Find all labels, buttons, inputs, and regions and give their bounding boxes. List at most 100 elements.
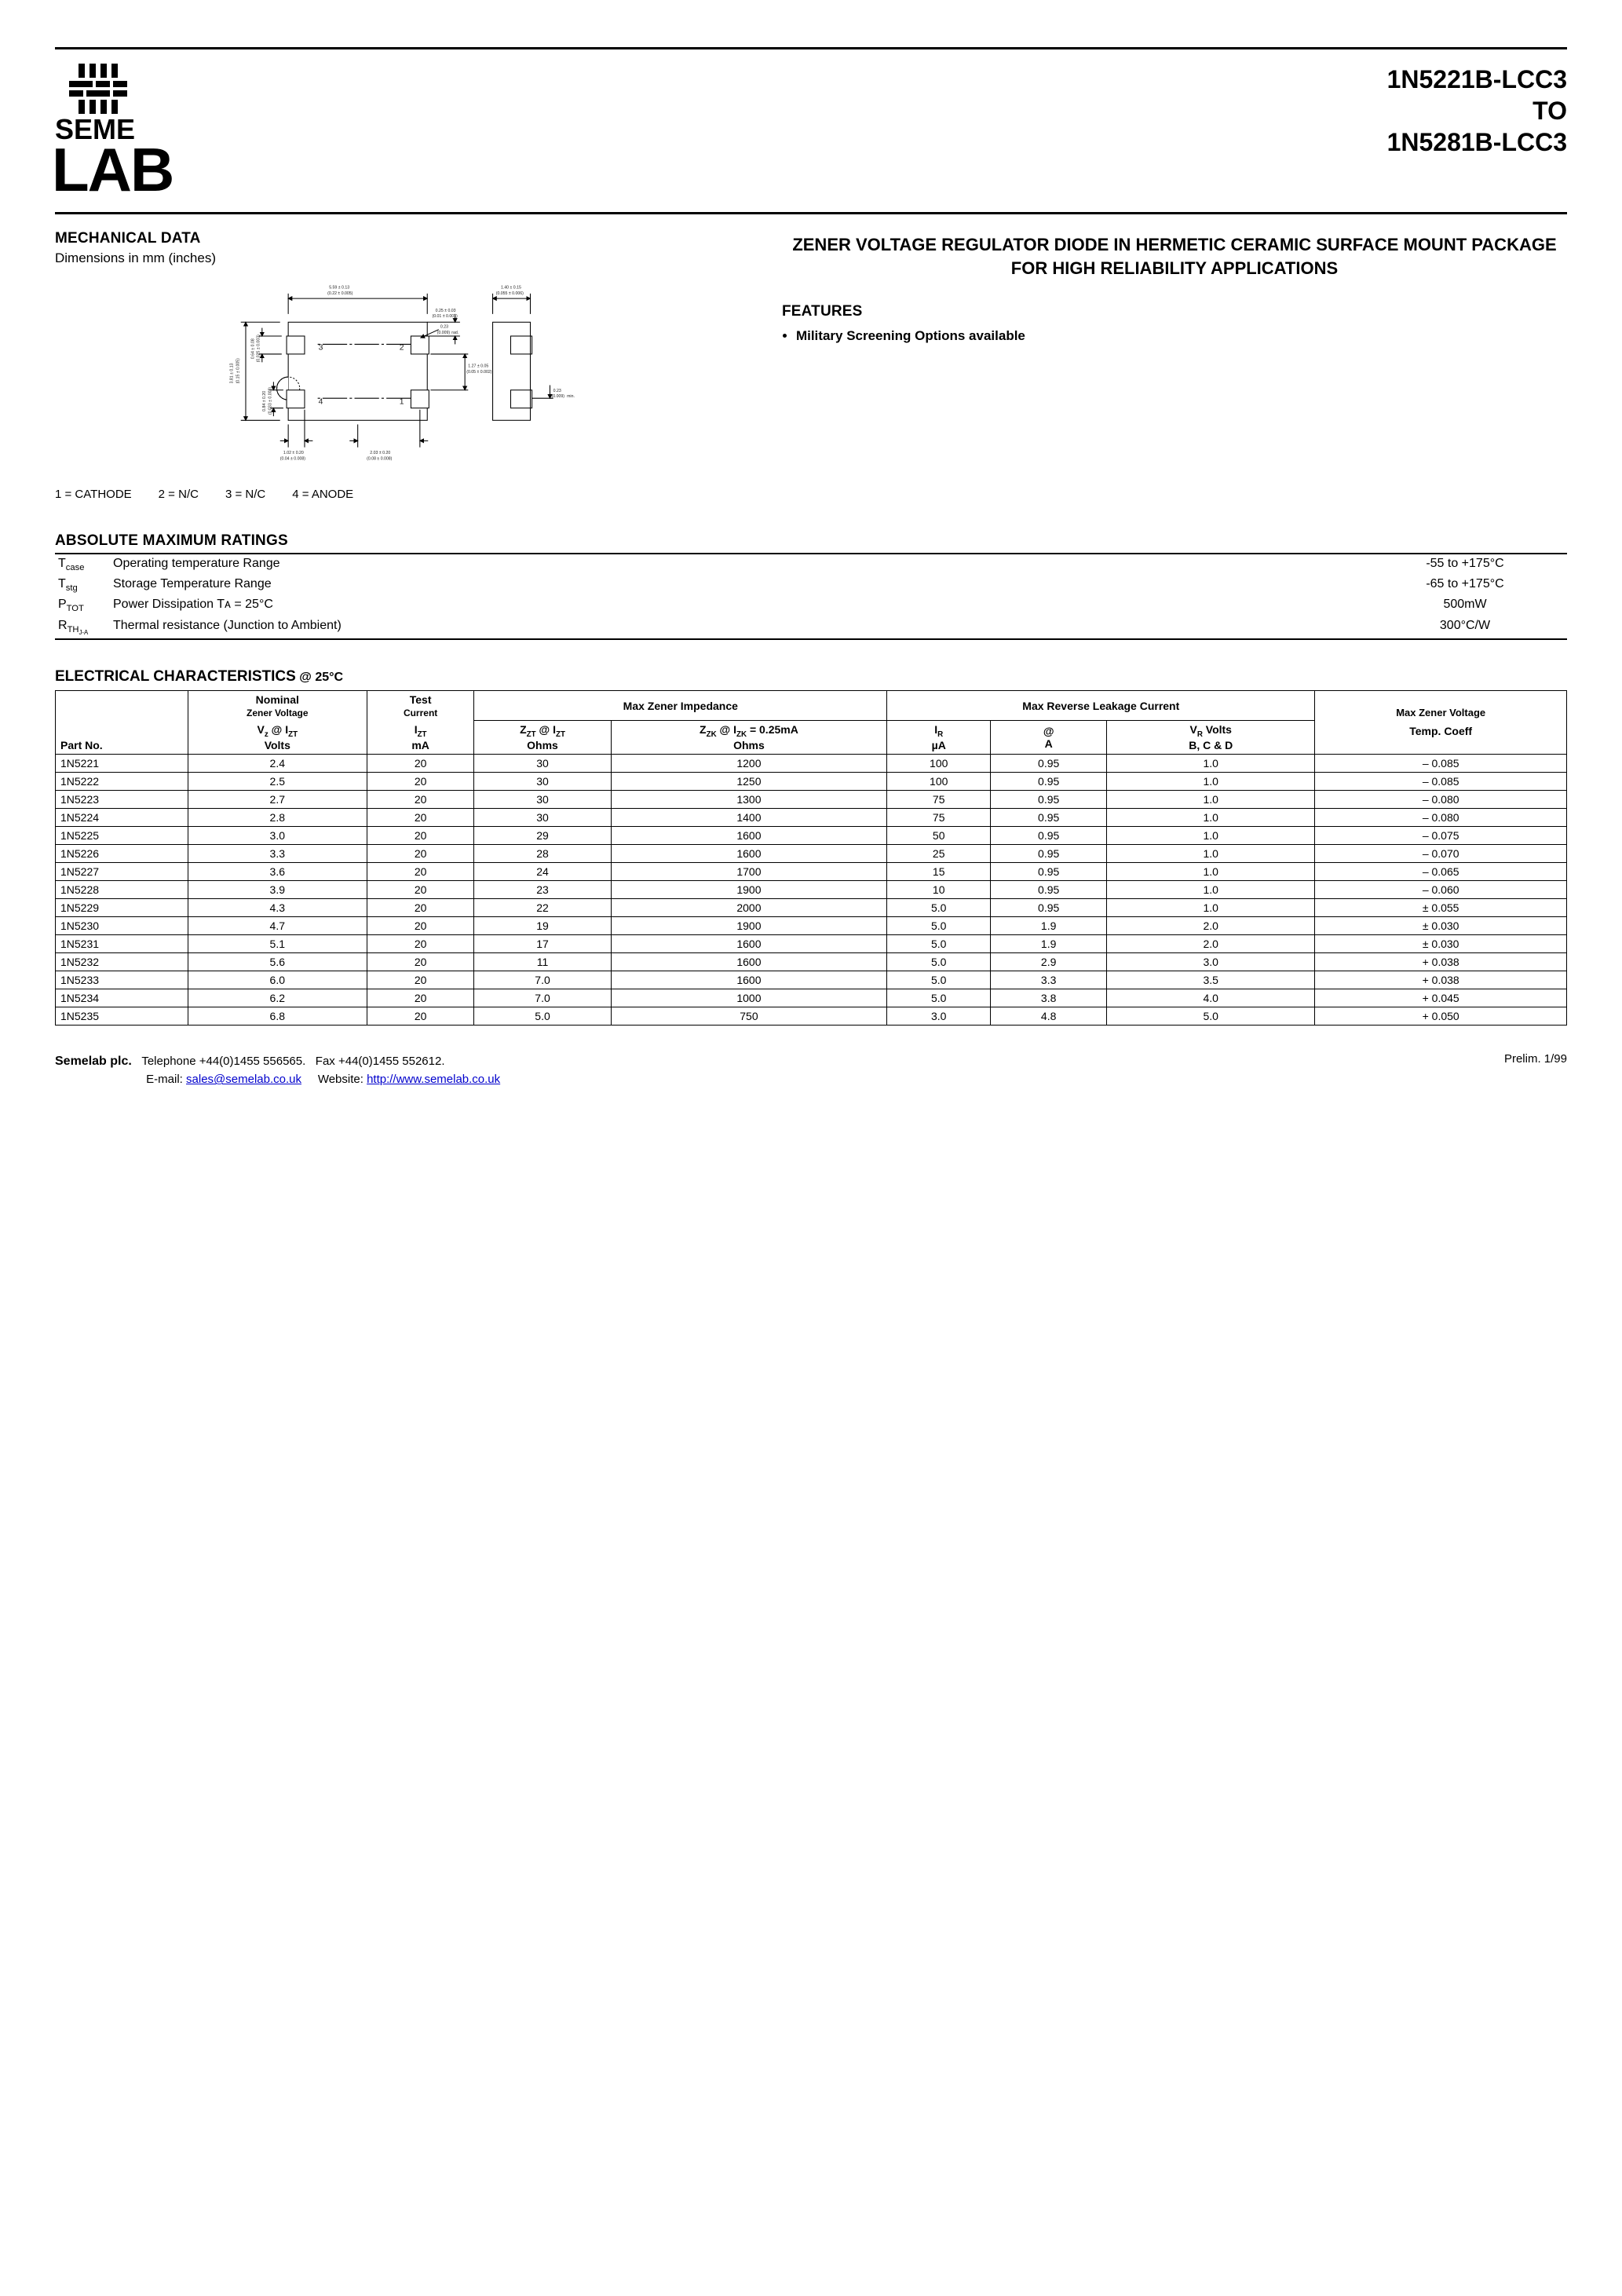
svg-text:(0.04 ± 0.008): (0.04 ± 0.008) (280, 456, 306, 461)
ec-row: 1N52222.5203012501000.951.0– 0.085 (56, 773, 1567, 791)
ec-vr: 1.0 (1107, 881, 1315, 899)
ec-tc: – 0.060 (1315, 881, 1567, 899)
ec-zzk: 2000 (611, 899, 887, 917)
ec-izt: 20 (367, 863, 474, 881)
part-title: 1N5221B-LCC3 TO 1N5281B-LCC3 (212, 64, 1567, 158)
mechanical-diagram: 3 4 2 1 (55, 277, 751, 473)
ec-tc: ± 0.055 (1315, 899, 1567, 917)
ec-ir: 3.0 (887, 1007, 991, 1026)
amr-title: ABSOLUTE MAXIMUM RATINGS (55, 532, 1567, 550)
ec-at: 3.8 (991, 989, 1107, 1007)
part-mid: TO (212, 95, 1567, 126)
footer-email-link[interactable]: sales@semelab.co.uk (186, 1073, 301, 1086)
h-vr: VR VoltsB, C & D (1107, 721, 1315, 755)
amr-row: TstgStorage Temperature Range-65 to +175… (55, 575, 1567, 595)
ec-tc: – 0.085 (1315, 755, 1567, 773)
ec-zzt: 7.0 (474, 989, 611, 1007)
pin-1: 1 = CATHODE (55, 488, 132, 501)
h-izt: IZTmA (367, 721, 474, 755)
amr-value: 500mW (1363, 595, 1567, 616)
ec-row: 1N52325.6201116005.02.93.0+ 0.038 (56, 953, 1567, 971)
ec-ir: 5.0 (887, 953, 991, 971)
svg-text:(0.009)min.: (0.009)min. (552, 394, 575, 399)
ec-ir: 75 (887, 791, 991, 809)
footer: Semelab plc. Telephone +44(0)1455 556565… (55, 1052, 1567, 1089)
company-logo: SEME LAB (55, 64, 212, 201)
ec-izt: 20 (367, 989, 474, 1007)
ec-ir: 5.0 (887, 935, 991, 953)
amr-row: TcaseOperating temperature Range-55 to +… (55, 554, 1567, 575)
ec-vz: 3.0 (188, 827, 367, 845)
svg-text:(0.025 ± 0.003): (0.025 ± 0.003) (257, 335, 261, 362)
ec-partno: 1N5232 (56, 953, 188, 971)
ec-tc: + 0.038 (1315, 953, 1567, 971)
ec-row: 1N52336.0207.016005.03.33.5+ 0.038 (56, 971, 1567, 989)
ec-zzt: 29 (474, 827, 611, 845)
ec-zzt: 5.0 (474, 1007, 611, 1026)
ec-zzk: 1250 (611, 773, 887, 791)
ec-zzt: 17 (474, 935, 611, 953)
ec-izt: 20 (367, 899, 474, 917)
h-zzt: ZZT @ IZTOhms (474, 721, 611, 755)
ec-at: 0.95 (991, 809, 1107, 827)
ec-vr: 1.0 (1107, 755, 1315, 773)
ec-tc: ± 0.030 (1315, 935, 1567, 953)
ec-izt: 20 (367, 917, 474, 935)
h-partno: Part No. (56, 690, 188, 754)
ec-tc: + 0.038 (1315, 971, 1567, 989)
ec-vr: 2.0 (1107, 917, 1315, 935)
features-list: Military Screening Options available (782, 328, 1567, 344)
ec-vz: 6.2 (188, 989, 367, 1007)
ec-zzt: 7.0 (474, 971, 611, 989)
ec-at: 0.95 (991, 881, 1107, 899)
svg-text:0.25 ± 0.03: 0.25 ± 0.03 (436, 309, 456, 313)
ec-ir: 100 (887, 773, 991, 791)
svg-text:2: 2 (400, 344, 404, 353)
ec-tc: – 0.065 (1315, 863, 1567, 881)
description-col: ZENER VOLTAGE REGULATOR DIODE IN HERMETI… (782, 230, 1567, 501)
ec-zzk: 1600 (611, 827, 887, 845)
ec-partno: 1N5234 (56, 989, 188, 1007)
ec-izt: 20 (367, 971, 474, 989)
ec-vz: 4.3 (188, 899, 367, 917)
footer-fax: Fax +44(0)1455 552612. (316, 1055, 445, 1068)
svg-text:0.23: 0.23 (553, 389, 561, 393)
footer-company: Semelab plc. (55, 1055, 132, 1068)
part-from: 1N5221B-LCC3 (212, 64, 1567, 95)
footer-web-link[interactable]: http://www.semelab.co.uk (367, 1073, 500, 1086)
svg-text:(0.033 ± 0.008): (0.033 ± 0.008) (268, 387, 272, 415)
logo-text-lab: LAB (55, 135, 173, 197)
ec-tc: + 0.050 (1315, 1007, 1567, 1026)
ec-vr: 1.0 (1107, 773, 1315, 791)
amr-desc: Power Dissipation Tᴀ = 25°C (110, 595, 1363, 616)
footer-left: Semelab plc. Telephone +44(0)1455 556565… (55, 1052, 500, 1089)
ec-row: 1N52346.2207.010005.03.84.0+ 0.045 (56, 989, 1567, 1007)
svg-text:0.23: 0.23 (440, 325, 448, 330)
svg-text:3.81 ± 0.13: 3.81 ± 0.13 (229, 363, 234, 383)
ec-vr: 1.0 (1107, 845, 1315, 863)
amr-value: -65 to +175°C (1363, 575, 1567, 595)
ec-zzt: 30 (474, 773, 611, 791)
amr-symbol: RTHJ-A (55, 616, 110, 639)
ec-vr: 3.5 (1107, 971, 1315, 989)
pin-2: 2 = N/C (159, 488, 199, 501)
ec-row: 1N52253.020291600500.951.0– 0.075 (56, 827, 1567, 845)
amr-row: RTHJ-AThermal resistance (Junction to Am… (55, 616, 1567, 639)
ec-at: 1.9 (991, 935, 1107, 953)
svg-text:(0.01 ± 0.001): (0.01 ± 0.001) (432, 314, 458, 319)
ec-vz: 3.6 (188, 863, 367, 881)
ec-at: @ 25°C (299, 671, 343, 684)
upper-two-col: MECHANICAL DATA Dimensions in mm (inches… (55, 214, 1567, 501)
ec-ir: 5.0 (887, 899, 991, 917)
ec-ir: 75 (887, 809, 991, 827)
ec-izt: 20 (367, 881, 474, 899)
semelab-logo-svg: SEME LAB (55, 64, 212, 197)
ec-tc: – 0.080 (1315, 791, 1567, 809)
ec-at: 0.95 (991, 899, 1107, 917)
h-at: @A (991, 721, 1107, 755)
ec-vz: 4.7 (188, 917, 367, 935)
ec-partno: 1N5221 (56, 755, 188, 773)
h-mrlc: Max Reverse Leakage Current (887, 690, 1315, 721)
ec-row: 1N52263.320281600250.951.0– 0.070 (56, 845, 1567, 863)
ec-partno: 1N5226 (56, 845, 188, 863)
